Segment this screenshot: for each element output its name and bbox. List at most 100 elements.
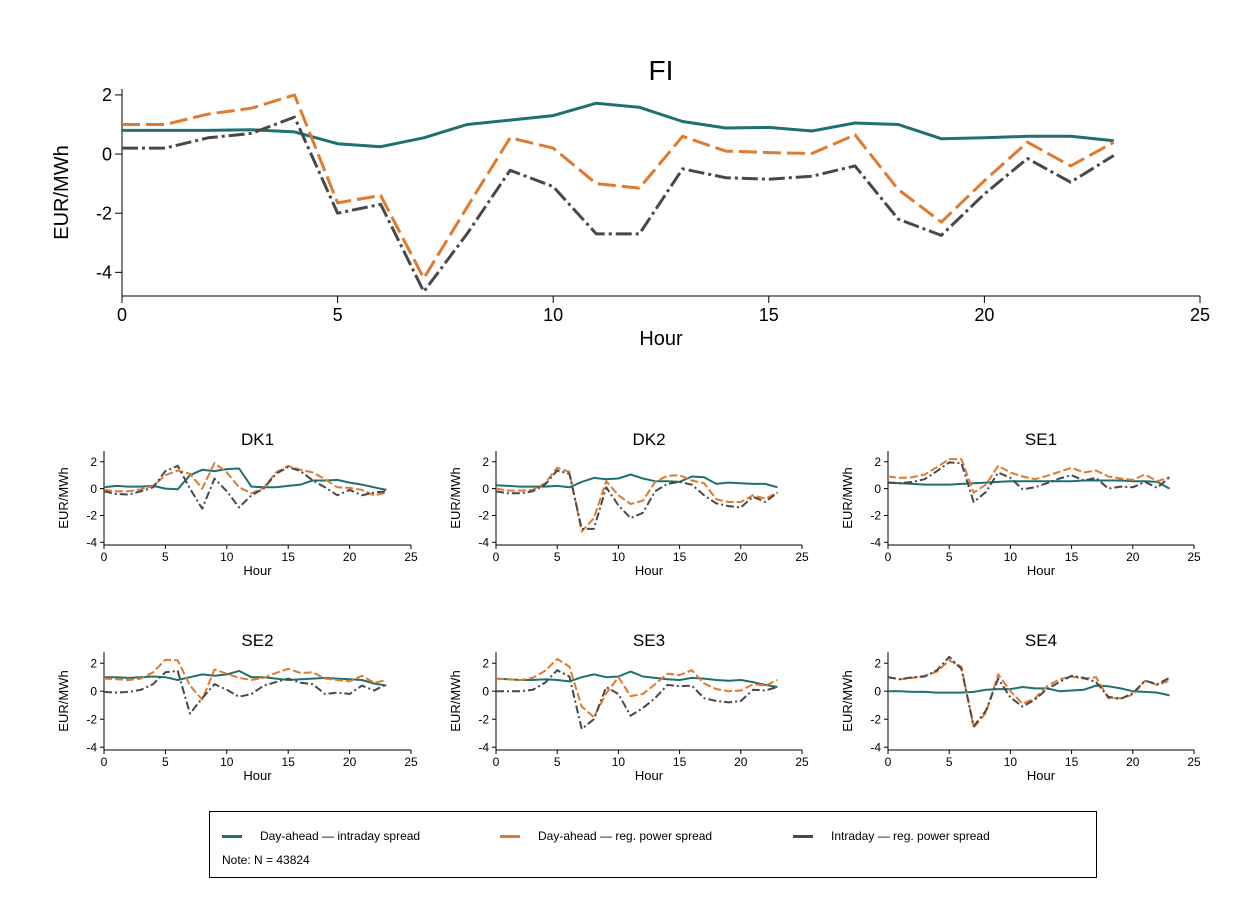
x-axis-label-se3: Hour [635, 768, 664, 783]
y-axis-label-se1: EUR/MWh [840, 467, 855, 528]
x-axis-label-dk1: Hour [243, 563, 272, 578]
y-tick-label-se2: -4 [86, 740, 97, 754]
y-tick-label-dk1: -4 [86, 536, 97, 550]
y-tick-label-dk1: 0 [90, 482, 97, 496]
y-tick-label-se3: -4 [478, 740, 489, 754]
chart-title-se2: SE2 [241, 631, 273, 650]
x-tick-label-se4: 25 [1187, 755, 1201, 769]
series-line-da-id-se4 [888, 684, 1170, 697]
chart-title-fi: FI [649, 55, 674, 86]
series-line-id-reg-se1 [888, 461, 1171, 503]
x-axis-label-fi: Hour [639, 328, 683, 350]
series-line-da-reg-se3 [496, 658, 778, 719]
series-line-id-reg-dk1 [104, 464, 387, 510]
series-line-da-id-dk1 [104, 467, 387, 491]
x-tick-label-se3: 25 [795, 755, 809, 769]
y-tick-label-se3: 2 [482, 656, 489, 670]
x-tick-label-se2: 20 [343, 755, 357, 769]
chart-se3: SE3 0 5 10 15 20 25 -4 -2 0 2 Hour EUR/MWh [448, 631, 809, 783]
y-tick-label-dk2: -2 [478, 509, 489, 523]
y-tick-label-se1: -2 [870, 509, 881, 523]
series-line-id-reg-dk2 [496, 469, 779, 530]
series-line-id-reg-se3 [496, 669, 778, 730]
series-line-da-id-dk2 [496, 473, 778, 489]
series-line-da-reg-se4 [888, 659, 1170, 729]
x-tick-label-fi: 5 [333, 305, 343, 325]
x-tick-label-dk1: 15 [282, 550, 296, 564]
x-tick-label-dk2: 15 [673, 550, 687, 564]
y-tick-label-dk2: 0 [482, 482, 489, 496]
x-tick-label-fi: 25 [1190, 305, 1210, 325]
chart-dk1: DK1 0 5 10 15 20 25 -4 -2 0 2 Hour EUR/MWh [56, 430, 418, 578]
y-axis-label-se3: EUR/MWh [448, 670, 463, 731]
chart-se4: SE4 0 5 10 15 20 25 -4 -2 0 2 Hour EUR/MWh [840, 631, 1201, 783]
y-tick-label-fi: -2 [96, 204, 112, 224]
x-tick-label-se2: 10 [220, 755, 234, 769]
x-tick-label-se4: 15 [1065, 755, 1079, 769]
legend-item-da-reg: Day-ahead — reg. power spread [500, 826, 712, 846]
x-tick-label-dk2: 0 [493, 550, 500, 564]
legend-swatch-da-reg [500, 834, 520, 838]
chart-se1: SE1 0 5 10 15 20 25 -4 -2 0 2 Hour EUR/MWh [840, 430, 1201, 578]
x-tick-label-dk1: 10 [220, 550, 234, 564]
x-tick-label-dk2: 10 [612, 550, 626, 564]
chart-se2: SE2 0 5 10 15 20 25 -4 -2 0 2 Hour EUR/MWh [56, 631, 418, 783]
legend-label-id-reg: Intraday — reg. power spread [831, 829, 990, 843]
y-tick-label-se3: -2 [478, 712, 489, 726]
x-tick-label-se1: 10 [1004, 550, 1018, 564]
series-line-da-reg-dk2 [496, 466, 778, 533]
legend: Day-ahead — intraday spread Day-ahead — … [209, 811, 1097, 878]
y-tick-label-dk1: -2 [86, 509, 97, 523]
x-tick-label-dk1: 5 [162, 550, 169, 564]
series-line-id-reg-se2 [104, 669, 387, 715]
x-tick-label-se3: 15 [673, 755, 687, 769]
x-tick-label-se3: 5 [554, 755, 561, 769]
y-tick-label-se1: 0 [874, 482, 881, 496]
x-tick-label-se2: 0 [101, 755, 108, 769]
y-tick-label-se2: -2 [86, 712, 97, 726]
x-tick-label-se4: 20 [1126, 755, 1140, 769]
y-axis-label-se4: EUR/MWh [840, 670, 855, 731]
x-tick-label-se4: 0 [885, 755, 892, 769]
legend-label-da-reg: Day-ahead — reg. power spread [538, 829, 713, 843]
chart-fi: FI 0 5 10 15 20 25 -4 -2 0 2 Hour EUR/MWh [51, 55, 1210, 350]
y-tick-label-fi: 2 [102, 85, 112, 105]
y-tick-label-fi: -4 [96, 263, 112, 283]
x-tick-label-dk2: 20 [734, 550, 748, 564]
chart-title-dk1: DK1 [241, 430, 274, 449]
x-tick-label-fi: 10 [543, 305, 563, 325]
x-tick-label-dk1: 25 [404, 550, 418, 564]
x-tick-label-se1: 20 [1126, 550, 1140, 564]
series-line-id-reg-se4 [888, 655, 1170, 728]
y-tick-label-se1: -4 [870, 536, 881, 550]
x-tick-label-se1: 5 [946, 550, 953, 564]
y-tick-label-se3: 0 [482, 684, 489, 698]
chart-title-se1: SE1 [1025, 430, 1057, 449]
x-tick-label-se3: 0 [493, 755, 500, 769]
x-tick-label-se4: 10 [1004, 755, 1018, 769]
x-axis-label-se4: Hour [1027, 768, 1056, 783]
x-tick-label-dk1: 0 [101, 550, 108, 564]
y-axis-label-dk1: EUR/MWh [56, 467, 71, 528]
chart-title-dk2: DK2 [632, 430, 665, 449]
x-tick-label-se2: 15 [282, 755, 296, 769]
x-tick-label-se1: 0 [885, 550, 892, 564]
y-tick-label-dk1: 2 [90, 455, 97, 469]
legend-item-id-reg: Intraday — reg. power spread [793, 826, 990, 846]
x-tick-label-se2: 5 [162, 755, 169, 769]
x-tick-label-se4: 5 [946, 755, 953, 769]
x-tick-label-se3: 20 [734, 755, 748, 769]
x-axis-label-se1: Hour [1027, 563, 1056, 578]
y-axis-label-dk2: EUR/MWh [448, 467, 463, 528]
series-line-da-reg-se1 [888, 458, 1170, 494]
y-tick-label-dk2: -4 [478, 536, 489, 550]
x-tick-label-se2: 25 [404, 755, 418, 769]
legend-swatch-id-reg [793, 834, 813, 838]
series-line-da-id-fi [122, 101, 1114, 149]
y-tick-label-se4: 0 [874, 684, 881, 698]
chart-title-se3: SE3 [633, 631, 665, 650]
y-tick-label-se2: 0 [90, 684, 97, 698]
x-tick-label-fi: 15 [759, 305, 779, 325]
chart-dk2: DK2 0 5 10 15 20 25 -4 -2 0 2 Hour EUR/MWh [448, 430, 809, 578]
series-line-da-reg-se2 [104, 658, 387, 701]
